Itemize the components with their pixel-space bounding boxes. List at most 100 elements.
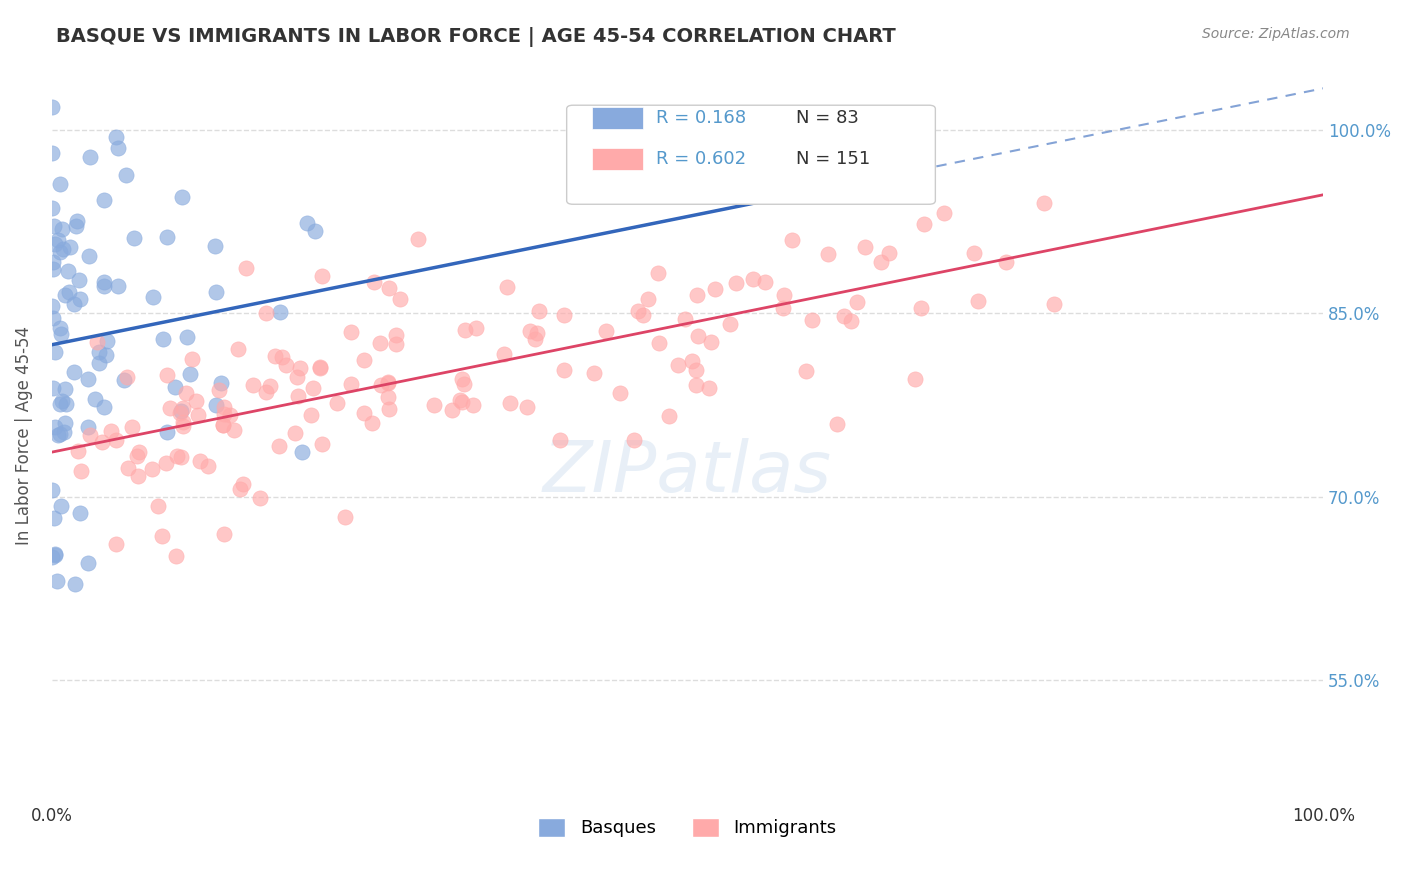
Point [637,292,659,306]
Point [44,547,66,561]
Point [271,350,294,364]
Point [53,382,76,396]
Point [117,461,139,475]
Point [465,321,488,335]
Point [311,437,333,451]
Point [165,549,187,563]
Point [197,458,219,473]
Point [834,309,856,323]
Point [673,311,696,326]
Point [127,468,149,483]
Point [45,574,67,589]
Point [304,224,326,238]
Point [704,282,727,296]
Point [495,280,517,294]
Point [302,381,325,395]
Point [212,527,235,541]
FancyBboxPatch shape [592,107,643,129]
Point [333,510,356,524]
Point [86,334,108,349]
Point [773,287,796,301]
Point [44,548,66,562]
Point [179,367,201,381]
Point [291,445,314,459]
Point [141,462,163,476]
Point [453,376,475,391]
Point [627,304,650,318]
Point [48,245,70,260]
Point [204,238,226,252]
Point [159,401,181,415]
Point [254,384,277,399]
Point [58,263,80,277]
Point [353,352,375,367]
Point [87,356,110,370]
Point [516,400,538,414]
Point [932,206,955,220]
Point [995,255,1018,269]
Point [155,456,177,470]
Point [648,336,671,351]
Legend: Basques, Immigrants: Basques, Immigrants [531,811,844,845]
Point [384,328,406,343]
Point [287,389,309,403]
Point [51,499,73,513]
Point [186,394,208,409]
Point [172,401,194,415]
Point [41,483,63,497]
Point [188,454,211,468]
Point [658,409,681,423]
Point [44,344,66,359]
Point [647,267,669,281]
Point [176,330,198,344]
Point [41,550,63,565]
Point [212,407,235,421]
Point [631,309,654,323]
Point [66,443,89,458]
Point [254,306,277,320]
Point [259,378,281,392]
Point [839,313,862,327]
Point [553,308,575,322]
Text: Source: ZipAtlas.com: Source: ZipAtlas.com [1202,27,1350,41]
Point [526,326,548,340]
Text: R = 0.168: R = 0.168 [655,110,745,128]
Point [754,275,776,289]
Point [121,420,143,434]
Point [41,381,63,395]
Point [46,428,69,442]
Point [207,383,229,397]
Point [718,318,741,332]
Point [440,403,463,417]
Point [65,577,87,591]
Point [609,386,631,401]
Point [52,425,75,440]
Point [96,334,118,349]
Point [228,482,250,496]
Point [94,348,117,362]
Point [53,417,76,431]
Point [79,427,101,442]
Point [378,402,401,417]
Point [156,368,179,382]
Point [104,130,127,145]
Point [548,434,571,448]
Point [309,359,332,374]
Point [65,219,87,234]
Point [267,438,290,452]
Point [67,273,90,287]
Point [226,342,249,356]
Point [454,323,477,337]
Point [529,304,551,318]
Point [853,170,876,185]
Point [41,299,63,313]
Point [249,491,271,505]
Point [623,433,645,447]
Point [107,278,129,293]
Point [155,230,177,244]
Point [370,378,392,392]
Point [461,398,484,412]
Point [772,301,794,316]
Point [681,354,703,368]
Point [827,417,849,432]
